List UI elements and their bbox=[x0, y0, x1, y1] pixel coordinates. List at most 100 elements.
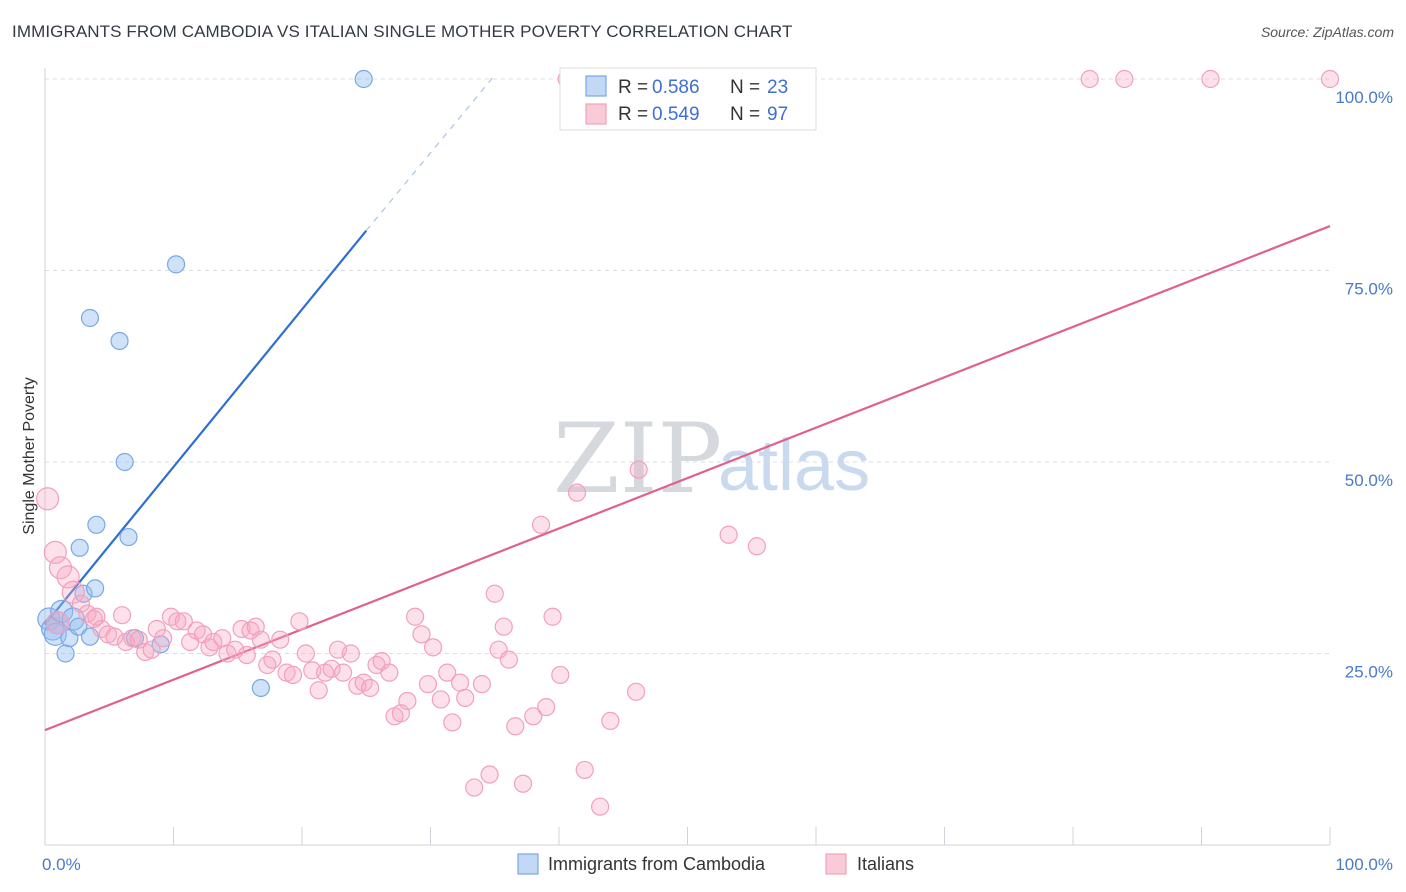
italians-point-2 bbox=[48, 556, 73, 580]
italians-point-31 bbox=[237, 645, 256, 665]
italians-point-94 bbox=[1320, 69, 1340, 89]
italians-point-74 bbox=[506, 717, 525, 736]
italians-point-86 bbox=[626, 682, 646, 701]
chart-title: IMMIGRANTS FROM CAMBODIA VS ITALIAN SING… bbox=[12, 22, 793, 41]
bottom-legend-swatch-cambodia bbox=[517, 853, 539, 875]
italians-point-66 bbox=[456, 688, 475, 708]
chart-source: Source: ZipAtlas.com bbox=[1260, 24, 1394, 40]
italians-point-61 bbox=[423, 638, 443, 657]
italians-point-93 bbox=[1201, 69, 1220, 89]
italians-point-11 bbox=[112, 606, 132, 625]
legend-swatch-pink bbox=[585, 103, 607, 125]
series-legend: Immigrants from Cambodia Italians bbox=[517, 853, 914, 875]
italians-point-69 bbox=[480, 765, 499, 784]
legend-swatch-blue bbox=[585, 75, 607, 97]
italians-point-78 bbox=[537, 698, 556, 717]
cambodia-trend-line bbox=[44, 229, 368, 626]
italians-point-30 bbox=[232, 619, 251, 639]
y-tick-label-2: 75.0% bbox=[1345, 280, 1393, 299]
italians-point-3 bbox=[56, 565, 80, 589]
italians-point-92 bbox=[1115, 69, 1134, 89]
cambodia-point-13 bbox=[86, 579, 105, 598]
italians-point-65 bbox=[450, 673, 470, 692]
italians-point-73 bbox=[499, 650, 518, 669]
italians-point-91 bbox=[1080, 69, 1099, 89]
italians-point-67 bbox=[465, 778, 484, 797]
italians-point-63 bbox=[438, 663, 457, 682]
cambodia-point-20 bbox=[166, 255, 186, 274]
italians-point-45 bbox=[322, 659, 341, 678]
italians-point-95 bbox=[46, 611, 70, 635]
bottom-legend-italians: Italians bbox=[857, 854, 914, 874]
axes bbox=[44, 68, 1331, 846]
cambodia-point-22 bbox=[354, 69, 373, 89]
italians-point-4 bbox=[61, 580, 85, 604]
cambodia-point-14 bbox=[87, 515, 106, 534]
italians-point-41 bbox=[296, 644, 315, 663]
italians-point-54 bbox=[380, 663, 399, 682]
italians-point-87 bbox=[629, 460, 648, 479]
y-axis-label: Single Mother Poverty bbox=[21, 377, 38, 534]
x-tick-labels: 0.0% 100.0% bbox=[42, 855, 1393, 874]
cambodia-point-9 bbox=[70, 538, 89, 557]
italians-point-84 bbox=[591, 797, 610, 816]
legend-n-value-2: 97 bbox=[767, 104, 788, 125]
watermark-zip: ZIP bbox=[553, 403, 722, 515]
trend-lines bbox=[44, 74, 1331, 732]
legend-n-value-1: 23 bbox=[767, 77, 788, 98]
italians-point-7 bbox=[84, 609, 103, 629]
italians-point-80 bbox=[551, 665, 570, 685]
gridlines bbox=[45, 78, 1330, 654]
italians-point-17 bbox=[147, 619, 166, 639]
y-tick-label-3: 100.0% bbox=[1335, 88, 1393, 107]
italians-point-59 bbox=[412, 625, 431, 644]
italians-point-89 bbox=[719, 525, 738, 544]
italians-point-40 bbox=[290, 612, 309, 631]
cambodia-point-8 bbox=[69, 617, 88, 636]
legend-n-label-2: N = bbox=[730, 104, 760, 125]
cambodia-point-15 bbox=[110, 331, 129, 351]
cambodia-point-17 bbox=[119, 527, 138, 547]
cambodia-point-5 bbox=[56, 644, 75, 663]
italians-point-75 bbox=[513, 774, 533, 793]
italians-point-21 bbox=[174, 612, 193, 631]
data-points bbox=[35, 69, 1340, 816]
italians-point-90 bbox=[747, 537, 766, 556]
italians-point-48 bbox=[341, 644, 360, 663]
bottom-legend-cambodia: Immigrants from Cambodia bbox=[548, 854, 766, 874]
x-tick-label-1: 100.0% bbox=[1335, 855, 1393, 874]
legend-r-label-1: R = bbox=[618, 77, 648, 98]
legend-n-label-1: N = bbox=[730, 77, 760, 98]
italians-point-64 bbox=[443, 713, 462, 732]
italians-point-85 bbox=[601, 711, 620, 731]
italians-point-76 bbox=[524, 707, 543, 726]
italians-point-82 bbox=[567, 483, 587, 502]
italians-point-5 bbox=[71, 594, 91, 613]
italians-point-72 bbox=[494, 617, 513, 636]
y-tick-label-0: 25.0% bbox=[1345, 663, 1393, 682]
italians-point-39 bbox=[283, 665, 303, 685]
italians-point-35 bbox=[258, 655, 277, 675]
italians-point-1 bbox=[43, 540, 67, 564]
italians-point-10 bbox=[105, 627, 124, 646]
italians-point-20 bbox=[168, 612, 187, 631]
italians-point-47 bbox=[334, 663, 353, 682]
italians-point-29 bbox=[226, 640, 245, 659]
italians-point-26 bbox=[204, 632, 223, 652]
italians-point-34 bbox=[251, 630, 270, 649]
cambodia-trend-extension bbox=[365, 74, 496, 232]
stats-legend: R = 0.586 N = 23 R = 0.549 N = 97 bbox=[559, 67, 817, 131]
italians-point-13 bbox=[123, 629, 142, 648]
legend-r-value-1: 0.586 bbox=[652, 77, 700, 98]
italians-point-96 bbox=[87, 607, 106, 626]
legend-r-value-2: 0.549 bbox=[652, 104, 700, 125]
cambodia-point-21 bbox=[251, 678, 270, 698]
cambodia-point-16 bbox=[115, 452, 134, 472]
y-tick-label-1: 50.0% bbox=[1345, 471, 1393, 490]
x-tick-label-0: 0.0% bbox=[42, 855, 81, 874]
bottom-legend-swatch-italians bbox=[825, 853, 847, 875]
italians-point-83 bbox=[575, 760, 594, 780]
cambodia-point-11 bbox=[80, 308, 100, 328]
italians-point-18 bbox=[154, 629, 173, 648]
